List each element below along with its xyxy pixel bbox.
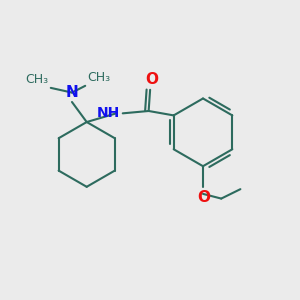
Text: O: O xyxy=(146,72,159,87)
Text: CH₃: CH₃ xyxy=(87,71,110,84)
Text: CH₃: CH₃ xyxy=(26,74,49,86)
Text: NH: NH xyxy=(97,106,120,120)
Text: N: N xyxy=(66,85,78,100)
Text: O: O xyxy=(197,190,210,205)
